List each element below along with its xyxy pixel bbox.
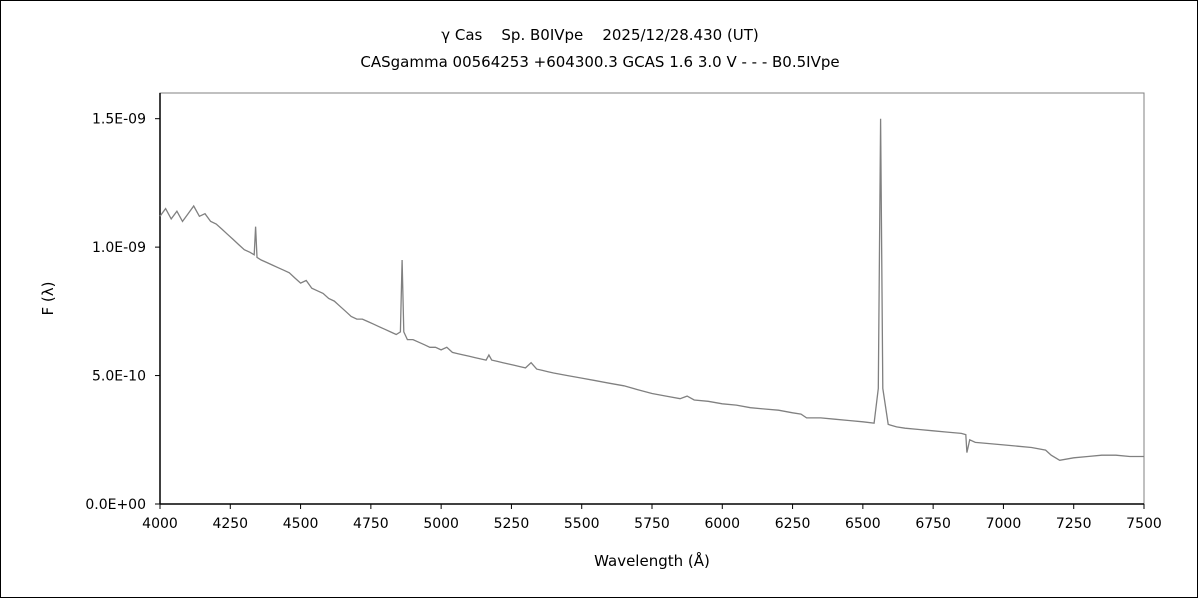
y-axis-title: F (λ) xyxy=(39,282,57,316)
x-tick-label: 4500 xyxy=(283,516,319,532)
x-tick-label: 6750 xyxy=(915,516,951,532)
x-tick-label: 4000 xyxy=(142,516,178,532)
chart-title: γ Cas Sp. B0IVpe 2025/12/28.430 (UT) xyxy=(441,26,759,44)
x-axis-title: Wavelength (Å) xyxy=(594,551,710,570)
y-axis: 0.0E+00 5.0E-10 1.0E-09 1.5E-09 xyxy=(85,93,161,513)
x-tick-label: 7250 xyxy=(1056,516,1092,532)
x-tick-label: 6000 xyxy=(704,516,740,532)
x-axis: 4000 4250 4500 4750 5000 5250 5500 5750 6000 6250… xyxy=(142,503,1162,532)
spectrum-line xyxy=(159,118,1144,461)
x-tick-label: 7500 xyxy=(1126,516,1162,532)
x-tick-label: 5750 xyxy=(634,516,670,532)
x-tick-label: 5500 xyxy=(564,516,600,532)
y-tick-label: 5.0E-10 xyxy=(92,369,146,385)
y-tick-label: 0.0E+00 xyxy=(85,497,146,513)
x-tick-label: 4250 xyxy=(212,516,248,532)
plot-area xyxy=(159,92,1145,505)
y-tick-label: 1.0E-09 xyxy=(92,240,146,256)
x-tick-label: 4750 xyxy=(353,516,389,532)
chart-subtitle: CASgamma 00564253 +604300.3 GCAS 1.6 3.0… xyxy=(360,53,840,71)
x-tick-label: 5250 xyxy=(494,516,530,532)
x-tick-label: 5000 xyxy=(423,516,459,532)
x-tick-label: 6500 xyxy=(845,516,881,532)
x-tick-label: 7000 xyxy=(986,516,1022,532)
y-tick-label: 1.5E-09 xyxy=(92,112,146,128)
x-tick-label: 6250 xyxy=(775,516,811,532)
